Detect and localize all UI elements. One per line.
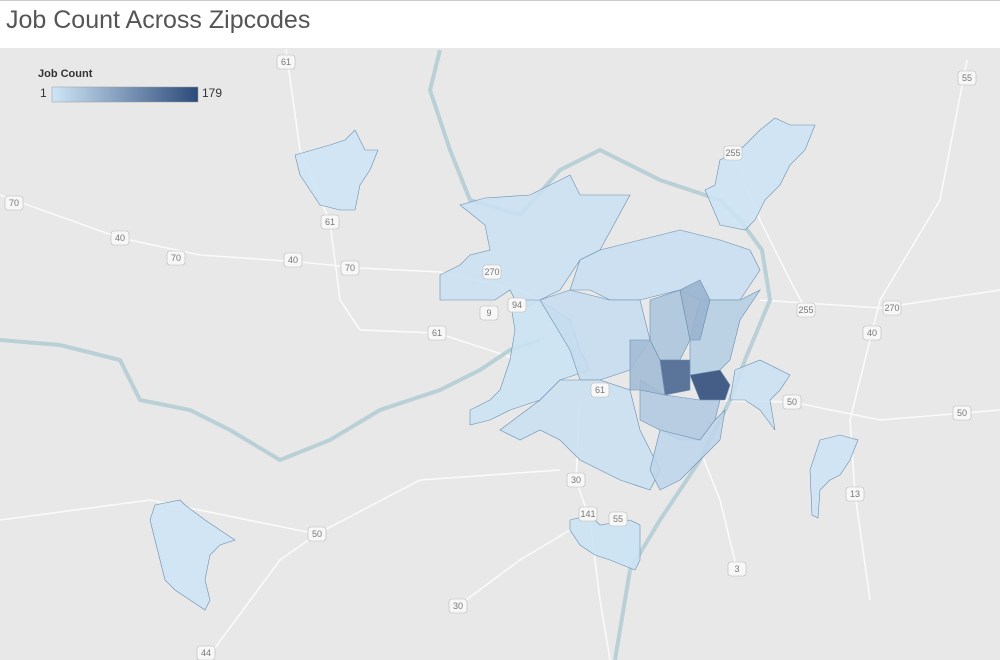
highway-label: 55 xyxy=(962,73,972,83)
highway-shield xyxy=(952,405,972,421)
highway-shield xyxy=(276,54,296,70)
top-border xyxy=(0,0,1000,1)
highway-shield xyxy=(723,145,743,161)
highway-label: 61 xyxy=(432,328,442,338)
highway-shield xyxy=(782,394,802,410)
highway-label: 141 xyxy=(580,509,595,519)
highway-shield xyxy=(196,645,216,660)
highway-shield xyxy=(590,382,610,398)
highway-shield xyxy=(4,195,24,211)
zipcode-area xyxy=(569,514,641,571)
legend-title: Job Count xyxy=(38,68,93,80)
legend-ramp xyxy=(51,86,199,103)
highway-label: 270 xyxy=(484,267,499,277)
highway-label: 70 xyxy=(171,253,181,263)
highway-label: 255 xyxy=(725,148,740,158)
map: 61 70 61 40 70 40 70 270 94 9 61 61 255 255 270 40 50 50 1… xyxy=(0,48,1000,660)
highway-shield xyxy=(110,230,130,246)
highway-label: 94 xyxy=(512,300,522,310)
highway-label: 13 xyxy=(850,489,860,499)
zipcode-area xyxy=(679,279,711,341)
zipcode-area xyxy=(704,117,816,231)
highway-label: 55 xyxy=(613,514,623,524)
highway-label: 40 xyxy=(288,255,298,265)
highway-label: 50 xyxy=(957,408,967,418)
highway-label: 70 xyxy=(345,263,355,273)
zipcode-area xyxy=(294,129,379,211)
highway-shield xyxy=(507,297,527,313)
highway-label: 40 xyxy=(115,233,125,243)
highway-label: 61 xyxy=(281,57,291,67)
zipcode-area xyxy=(729,359,791,431)
title: Job Count Across Zipcodes xyxy=(6,6,311,34)
highway-label: 61 xyxy=(325,217,335,227)
highway-label: 270 xyxy=(884,303,899,313)
highway-shield xyxy=(482,264,502,280)
zipcode-area xyxy=(149,499,236,611)
highway-shield xyxy=(796,302,816,318)
highway-shields: 61 70 61 40 70 40 70 270 94 9 61 61 255 255 270 40 50 50 1… xyxy=(4,54,977,660)
highway-label: 9 xyxy=(486,308,491,318)
highway-shield xyxy=(340,260,360,276)
highway-shield xyxy=(320,214,340,230)
highway-shield xyxy=(882,300,902,316)
highway-shield xyxy=(166,250,186,266)
highway-shield xyxy=(479,305,499,321)
highway-label: 44 xyxy=(201,648,211,658)
zipcode-area xyxy=(809,434,859,519)
highway-label: 40 xyxy=(867,328,877,338)
highway-label: 50 xyxy=(312,529,322,539)
highway-label: 255 xyxy=(798,305,813,315)
legend-min: 1 xyxy=(40,86,47,100)
highway-label: 61 xyxy=(595,385,605,395)
highway-shield xyxy=(448,598,468,614)
highway-label: 30 xyxy=(453,601,463,611)
zipcode-area xyxy=(649,409,726,491)
highway-label: 3 xyxy=(734,564,739,574)
highway-shield xyxy=(727,561,747,577)
zipcode-area xyxy=(629,339,666,396)
legend: Job Count 1 179 xyxy=(38,68,222,103)
highway-shield xyxy=(862,325,882,341)
highway-label: 70 xyxy=(9,198,19,208)
highway-shield xyxy=(957,70,977,86)
zipcode-area xyxy=(689,289,761,376)
highway-shield xyxy=(307,526,327,542)
highway-shield xyxy=(608,511,628,527)
zipcodes xyxy=(149,117,859,611)
highway-shield xyxy=(566,472,586,488)
highway-shield xyxy=(578,506,598,522)
highway-label: 50 xyxy=(787,397,797,407)
legend-max: 179 xyxy=(202,86,222,100)
highway-label: 30 xyxy=(571,475,581,485)
zipcode-area xyxy=(499,379,661,491)
highway-shield xyxy=(283,252,303,268)
highway-shield xyxy=(427,325,447,341)
highway-shield xyxy=(845,486,865,502)
